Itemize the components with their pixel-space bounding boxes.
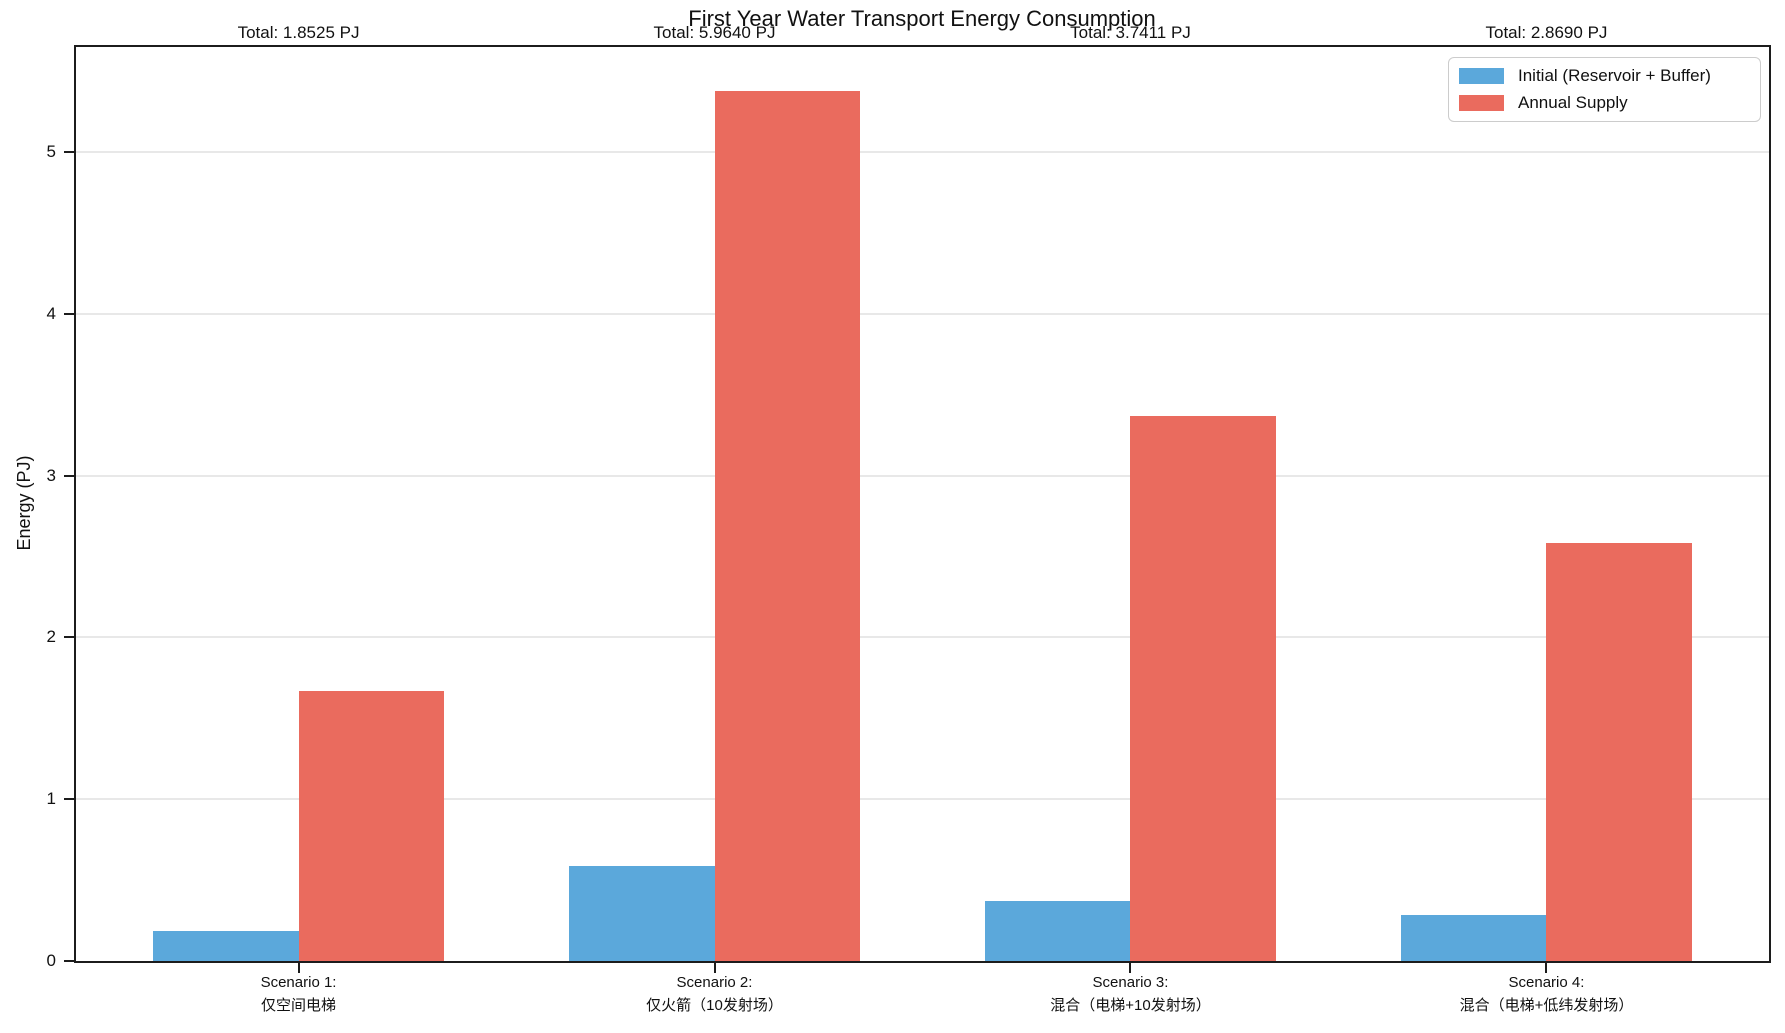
x-tick-mark-scenario-3 bbox=[1129, 963, 1132, 973]
plot-area bbox=[74, 45, 1771, 963]
gridline-y-4 bbox=[76, 312, 1769, 315]
total-label-scenario-3: Total: 3.7411 PJ bbox=[1070, 23, 1191, 42]
bar-annual-scenario-3 bbox=[1130, 415, 1277, 961]
y-tick-label-2: 2 bbox=[46, 627, 56, 647]
gridline-y-2 bbox=[76, 636, 1769, 639]
legend-label-initial: Initial (Reservoir + Buffer) bbox=[1518, 66, 1711, 85]
gridline-y-1 bbox=[76, 798, 1769, 801]
y-tick-label-3: 3 bbox=[46, 465, 56, 485]
x-tick-mark-scenario-2 bbox=[713, 963, 716, 973]
y-tick-label-0: 0 bbox=[46, 951, 56, 970]
bar-initial-scenario-2 bbox=[568, 866, 715, 961]
gridline-y-5 bbox=[76, 150, 1769, 153]
x-tick-label-scenario-3: Scenario 3: 混合（电梯+10发射场） bbox=[1050, 974, 1211, 1014]
legend-box: Initial (Reservoir + Buffer) Annual Supp… bbox=[1448, 57, 1761, 122]
y-tick-label-4: 4 bbox=[46, 303, 56, 323]
bar-initial-scenario-4 bbox=[1400, 915, 1547, 961]
bar-initial-scenario-1 bbox=[152, 931, 299, 961]
bar-annual-scenario-1 bbox=[298, 691, 445, 961]
legend-item-annual: Annual Supply bbox=[1459, 93, 1748, 113]
y-tick-mark-1 bbox=[64, 798, 74, 801]
y-tick-label-1: 1 bbox=[46, 789, 56, 809]
total-label-scenario-2: Total: 5.9640 PJ bbox=[653, 23, 776, 42]
chart-title: First Year Water Transport Energy Consum… bbox=[688, 6, 1156, 31]
y-tick-mark-5 bbox=[64, 150, 74, 153]
total-label-scenario-1: Total: 1.8525 PJ bbox=[237, 23, 360, 42]
x-tick-label-scenario-4: Scenario 4: 混合（电梯+低纬发射场） bbox=[1459, 974, 1634, 1014]
bar-initial-scenario-3 bbox=[984, 900, 1131, 961]
legend-label-annual: Annual Supply bbox=[1518, 93, 1628, 112]
gridline-y-3 bbox=[76, 474, 1769, 477]
y-tick-mark-2 bbox=[64, 636, 74, 639]
x-tick-label-scenario-2: Scenario 2: 仅火箭（10发射场） bbox=[646, 974, 783, 1014]
y-tick-mark-4 bbox=[64, 312, 74, 315]
y-tick-mark-3 bbox=[64, 474, 74, 477]
x-tick-label-scenario-1: Scenario 1: 仅空间电梯 bbox=[260, 974, 337, 1014]
total-label-scenario-4: Total: 2.8690 PJ bbox=[1485, 23, 1608, 42]
bar-annual-scenario-4 bbox=[1546, 542, 1693, 961]
legend-swatch-initial bbox=[1459, 68, 1504, 84]
x-tick-mark-scenario-4 bbox=[1545, 963, 1548, 973]
y-tick-label-5: 5 bbox=[46, 141, 56, 161]
x-tick-mark-scenario-1 bbox=[297, 963, 300, 973]
bar-annual-scenario-2 bbox=[714, 90, 861, 961]
y-tick-mark-0 bbox=[64, 960, 74, 962]
legend-item-initial: Initial (Reservoir + Buffer) bbox=[1459, 66, 1748, 86]
legend-swatch-annual bbox=[1459, 95, 1504, 111]
